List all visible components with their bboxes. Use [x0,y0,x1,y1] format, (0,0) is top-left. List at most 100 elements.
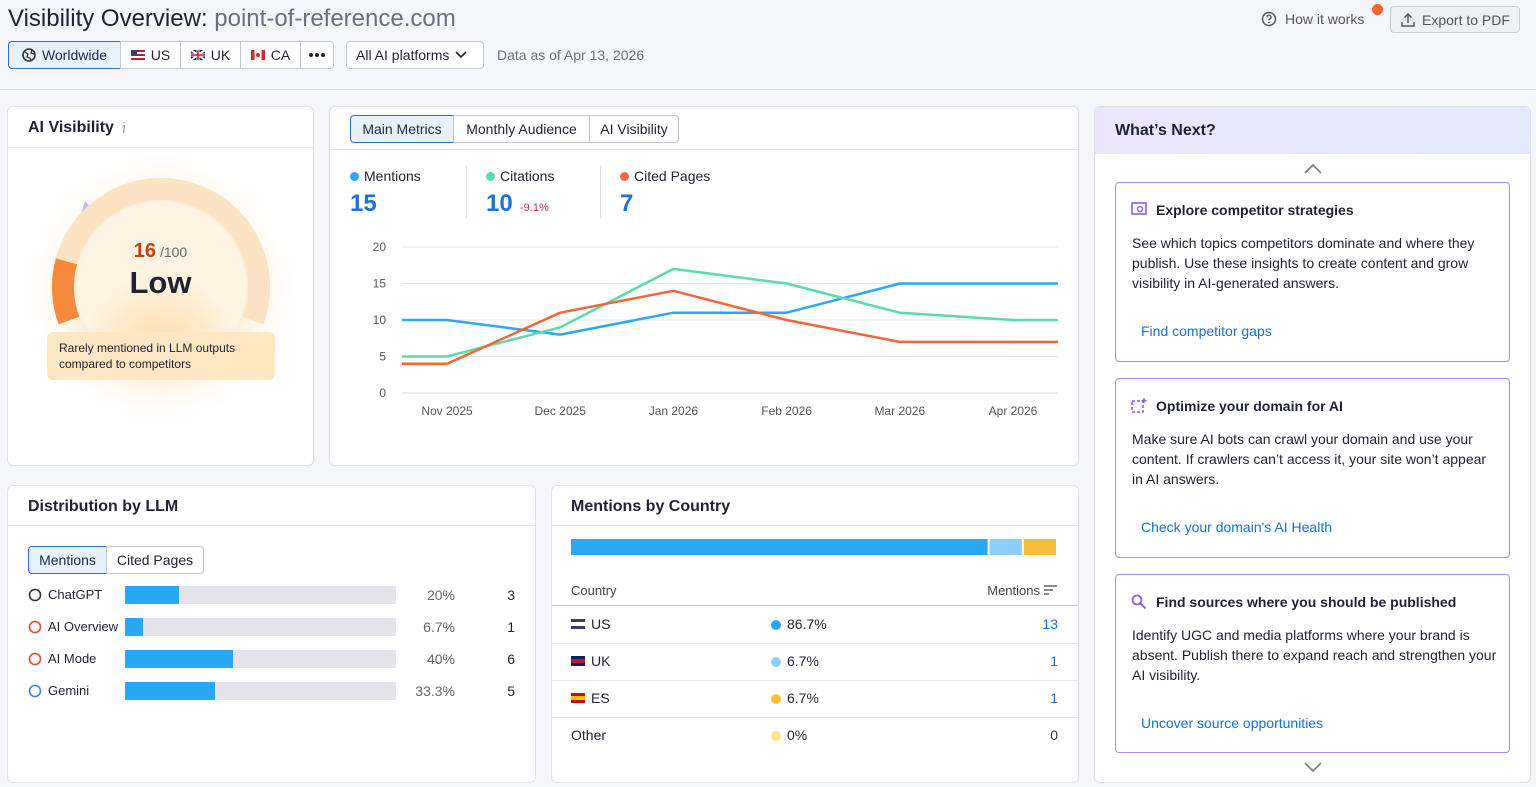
scroll-up[interactable] [1304,163,1322,174]
x-tick-label: Nov 2025 [421,404,473,418]
suggestion-text: Make sure AI bots can crawl your domain … [1132,431,1487,487]
region-tab[interactable]: UK [180,41,241,69]
metrics-tab[interactable]: AI Visibility [589,115,679,143]
bar [125,682,216,700]
icon-shape [28,652,42,666]
llm-icon [28,620,42,634]
country-name: UK [591,653,611,669]
row-divider [552,643,1078,644]
series-line [446,289,1013,365]
export-icon [1401,12,1415,27]
platform-dropdown[interactable]: All AI platforms [346,41,484,69]
dots-icon [309,53,325,57]
country-stacked-bar [571,539,1056,555]
flag-shape [571,659,585,663]
score-description: Rarely mentioned in LLM outputs compared… [47,332,275,380]
metrics-tab[interactable]: Monthly Audience [453,115,590,143]
card-title: Mentions by Country [571,498,731,515]
distribution-tab[interactable]: Cited Pages [106,546,204,574]
divider [600,165,601,219]
card-title: AI Visibility [28,119,114,136]
region-tab[interactable]: Worldwide [8,41,121,69]
country-name: ES [591,690,610,706]
chevron [455,51,467,59]
ai-visibility-card: AI Visibility 16 /100 Low Rarely mention… [7,106,314,466]
count[interactable]: 1 [1050,690,1058,706]
count[interactable]: 6 [507,651,515,667]
export-label: Export to PDF [1422,12,1510,28]
info-icon [122,122,126,134]
suggestion-text: Identify UGC and media platforms where y… [1132,627,1497,683]
legend-dot [350,172,359,181]
suggestion-link[interactable]: Check your domain's AI Health [1141,519,1332,535]
more-button[interactable] [300,41,334,69]
score-level: Low [129,265,192,300]
share-label: 6.7% [787,653,819,669]
count[interactable]: 3 [507,587,515,603]
suggestion-link[interactable]: Uncover source opportunities [1141,715,1324,731]
suggestion-icon [1131,398,1147,413]
legend-label: Citations [500,168,555,184]
country-name: US [591,616,611,632]
divider [552,525,1078,526]
help-link[interactable]: How it works [1285,11,1365,27]
y-tick-label: 0 [379,386,386,400]
suggestion-link[interactable]: Find competitor gaps [1141,323,1272,339]
country-dot [771,657,781,667]
column-header: Country [571,583,617,598]
score-value: 16 [133,240,157,262]
suggestion-text: See which topics competitors dominate an… [1132,235,1475,291]
card-title: Distribution by LLM [28,498,179,515]
share-label: 0% [787,727,808,743]
metric-value: 7 [620,190,634,217]
score: 16 /100 [8,240,313,263]
count[interactable]: 1 [507,619,515,635]
bar-track [125,586,396,604]
distribution-tab[interactable]: Mentions [28,546,107,574]
suggestion-icon [1131,202,1147,215]
share-label: 33.3% [415,683,455,699]
page-title: Visibility Overview: point-of-reference.… [8,4,456,34]
flag-shape [571,696,585,700]
region-label: US [150,47,171,63]
count[interactable]: 5 [507,683,515,699]
legend-label: Cited Pages [634,168,711,184]
suggestion-card: Explore competitor strategies See which … [1115,182,1510,362]
share-label: 40% [426,651,455,667]
scroll-down[interactable] [1304,762,1322,773]
icon-shape [28,620,42,634]
llm-icon [28,684,42,698]
platform-label: All AI platforms [356,47,450,63]
legend-label: Mentions [364,168,421,184]
metric-change: -9.1% [520,202,549,214]
flag-shape [571,622,585,626]
bar-track [125,618,396,636]
series-line [446,282,1013,336]
region-tab[interactable]: US [120,41,181,69]
flag [250,50,265,60]
bar [125,618,144,636]
country-name: Other [571,727,607,743]
flag [130,50,145,60]
icon-shape [28,588,42,602]
bar [125,650,234,668]
domain: point-of-reference.com [214,5,456,32]
card-title: What’s Next? [1115,122,1216,139]
region-label: Worldwide [41,47,108,63]
stack-segment [571,539,988,555]
count: 0 [1050,727,1058,743]
suggestion-title: Find sources where you should be publish… [1156,594,1457,610]
region-tab[interactable]: CA [240,41,301,69]
sort-icon[interactable] [1044,585,1057,596]
card-header [1095,107,1530,154]
column-header[interactable]: Mentions [987,583,1040,598]
count[interactable]: 13 [1042,616,1058,632]
y-tick-label: 5 [379,350,386,364]
llm-icon [28,652,42,666]
gauge-face [76,202,246,372]
export-button[interactable]: Export to PDF [1390,6,1520,33]
count[interactable]: 1 [1050,653,1058,669]
stack-segment [1023,539,1056,555]
x-tick-label: Mar 2026 [874,404,925,418]
